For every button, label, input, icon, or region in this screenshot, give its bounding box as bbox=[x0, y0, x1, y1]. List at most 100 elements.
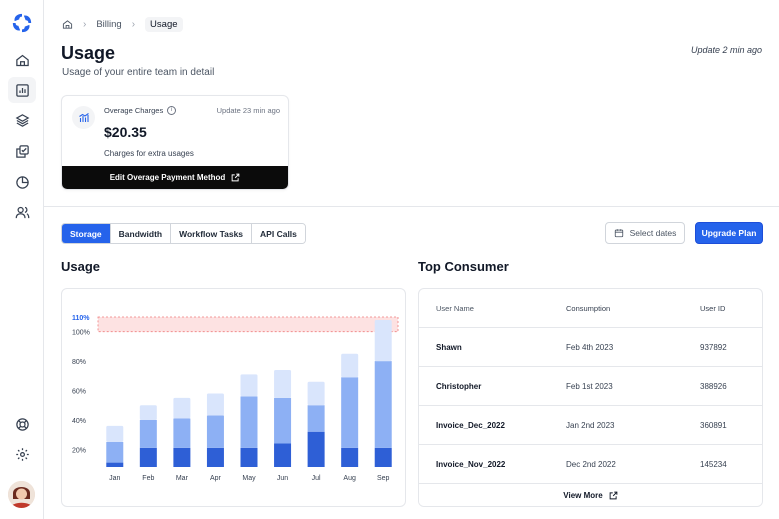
y-tick-label: 110% bbox=[72, 315, 90, 322]
bar-segment bbox=[307, 405, 325, 432]
sidebar-item-settings[interactable] bbox=[8, 441, 36, 467]
external-link-icon bbox=[231, 173, 240, 182]
consumption-cell: Feb 4th 2023 bbox=[566, 342, 614, 352]
table-row[interactable]: Invoice_Dec_2022 Jan 2nd 2023 360891 bbox=[419, 406, 762, 445]
home-icon bbox=[15, 54, 29, 66]
sidebar-item-users[interactable] bbox=[8, 199, 36, 225]
bar-segment bbox=[139, 405, 157, 420]
table-row[interactable]: Christopher Feb 1st 2023 388926 bbox=[419, 367, 762, 406]
bar-segment bbox=[173, 418, 191, 448]
overage-card: Overage Charges i Update 23 min ago $20.… bbox=[61, 95, 289, 190]
table-row[interactable]: Invoice_Nov_2022 Dec 2nd 2022 145234 bbox=[419, 445, 762, 484]
user-id-cell: 388926 bbox=[700, 381, 727, 391]
x-tick-label: Jul bbox=[312, 475, 321, 482]
sidebar-item-analytics[interactable] bbox=[8, 77, 36, 103]
top-consumer-title: Top Consumer bbox=[418, 259, 509, 274]
usage-tabs: Storage Bandwidth Workflow Tasks API Cal… bbox=[61, 223, 306, 244]
table-header-row: User Name Consumption User ID bbox=[419, 289, 762, 328]
tab-workflow-tasks[interactable]: Workflow Tasks bbox=[171, 224, 253, 243]
sidebar-item-layers[interactable] bbox=[8, 107, 36, 133]
view-more-label: View More bbox=[563, 490, 603, 500]
bar-segment bbox=[106, 462, 124, 467]
bar-segment bbox=[139, 419, 157, 448]
info-icon[interactable]: i bbox=[167, 106, 177, 115]
calendar-icon bbox=[614, 229, 623, 238]
consumption-cell: Feb 1st 2023 bbox=[566, 381, 613, 391]
usage-chart: 20% 40% 60% 80% 100% 110% Jan Feb Mar Apr May Jun Ju… bbox=[72, 315, 399, 482]
user-name-cell: Shawn bbox=[436, 342, 462, 352]
bar-segment bbox=[206, 393, 224, 416]
view-more-button[interactable]: View More bbox=[419, 483, 762, 506]
upgrade-plan-button[interactable]: Upgrade Plan bbox=[695, 222, 763, 244]
threshold-band bbox=[97, 316, 399, 333]
user-id-cell: 937892 bbox=[700, 342, 727, 352]
y-tick-label: 100% bbox=[72, 330, 90, 337]
brand-logo[interactable] bbox=[11, 12, 33, 34]
avatar[interactable] bbox=[8, 481, 35, 508]
bar-segment bbox=[206, 447, 224, 467]
overage-label-text: Overage Charges bbox=[104, 106, 164, 115]
overage-description: Charges for extra usages bbox=[104, 149, 194, 158]
chevron-right-icon: › bbox=[83, 18, 87, 30]
top-consumer-table: User Name Consumption User ID Shawn Feb … bbox=[418, 288, 763, 507]
edit-overage-payment-label: Edit Overage Payment Method bbox=[109, 173, 226, 182]
sidebar-item-support[interactable] bbox=[8, 411, 36, 437]
users-icon bbox=[15, 206, 29, 218]
bar-segment bbox=[374, 447, 392, 467]
tab-api-calls[interactable]: API Calls bbox=[252, 224, 305, 243]
page-subtitle: Usage of your entire team in detail bbox=[62, 67, 215, 78]
x-tick-label: Jan bbox=[109, 475, 120, 482]
usage-chart-icon bbox=[72, 106, 95, 129]
table-row[interactable]: Shawn Feb 4th 2023 937892 bbox=[419, 328, 762, 367]
sidebar-item-reports[interactable] bbox=[8, 169, 36, 195]
consumption-cell: Dec 2nd 2022 bbox=[566, 459, 616, 469]
bar-segment bbox=[139, 447, 157, 467]
bar-segment bbox=[341, 353, 359, 378]
bar-segment bbox=[341, 447, 359, 467]
sidebar bbox=[0, 0, 44, 519]
bar-segment bbox=[274, 443, 292, 467]
bar-segment bbox=[106, 425, 124, 442]
y-tick-label: 80% bbox=[72, 359, 86, 366]
overage-updated: Update 23 min ago bbox=[216, 106, 280, 115]
bar-segment bbox=[240, 447, 258, 467]
breadcrumb-item-billing[interactable]: Billing bbox=[96, 18, 122, 30]
consumption-cell: Jan 2nd 2023 bbox=[566, 420, 615, 430]
user-name-cell: Invoice_Dec_2022 bbox=[436, 420, 505, 430]
bar-segment bbox=[173, 397, 191, 419]
breadcrumb: › Billing › Usage bbox=[62, 16, 183, 32]
bar-segment bbox=[173, 447, 191, 467]
column-header-user-name: User Name bbox=[436, 303, 474, 313]
overage-label: Overage Charges i bbox=[104, 106, 177, 115]
layers-icon bbox=[15, 113, 29, 127]
bar-segment bbox=[374, 361, 392, 448]
x-tick-label: Feb bbox=[142, 475, 154, 482]
bar-segment bbox=[374, 319, 392, 362]
life-buoy-icon bbox=[15, 417, 29, 431]
bar-segment bbox=[341, 377, 359, 448]
bar-segment bbox=[240, 374, 258, 397]
chevron-right-icon: › bbox=[131, 18, 136, 30]
sidebar-item-home[interactable] bbox=[8, 47, 36, 73]
edit-overage-payment-button[interactable]: Edit Overage Payment Method bbox=[62, 166, 288, 189]
external-link-icon bbox=[609, 491, 618, 499]
tab-bandwidth[interactable]: Bandwidth bbox=[110, 224, 172, 243]
usage-chart-card: 20% 40% 60% 80% 100% 110% Jan Feb Mar Apr May Jun Ju… bbox=[61, 288, 406, 507]
bar-segment bbox=[274, 397, 292, 444]
bar-segment bbox=[206, 415, 224, 448]
x-tick-label: May bbox=[242, 475, 256, 482]
bar-chart-icon bbox=[15, 83, 29, 97]
copy-check-icon bbox=[15, 144, 29, 158]
user-id-cell: 360891 bbox=[700, 420, 727, 430]
y-tick-label: 60% bbox=[72, 389, 86, 396]
column-header-consumption: Consumption bbox=[566, 303, 611, 313]
sidebar-item-copy[interactable] bbox=[8, 138, 36, 164]
home-icon[interactable] bbox=[62, 19, 73, 30]
tab-storage[interactable]: Storage bbox=[62, 224, 111, 243]
breadcrumb-item-usage: Usage bbox=[145, 16, 183, 32]
bar-segment bbox=[274, 369, 292, 398]
bar-segment bbox=[106, 442, 124, 463]
select-dates-button[interactable]: Select dates bbox=[605, 222, 685, 244]
select-dates-label: Select dates bbox=[629, 228, 677, 238]
x-tick-label: Sep bbox=[377, 475, 390, 482]
